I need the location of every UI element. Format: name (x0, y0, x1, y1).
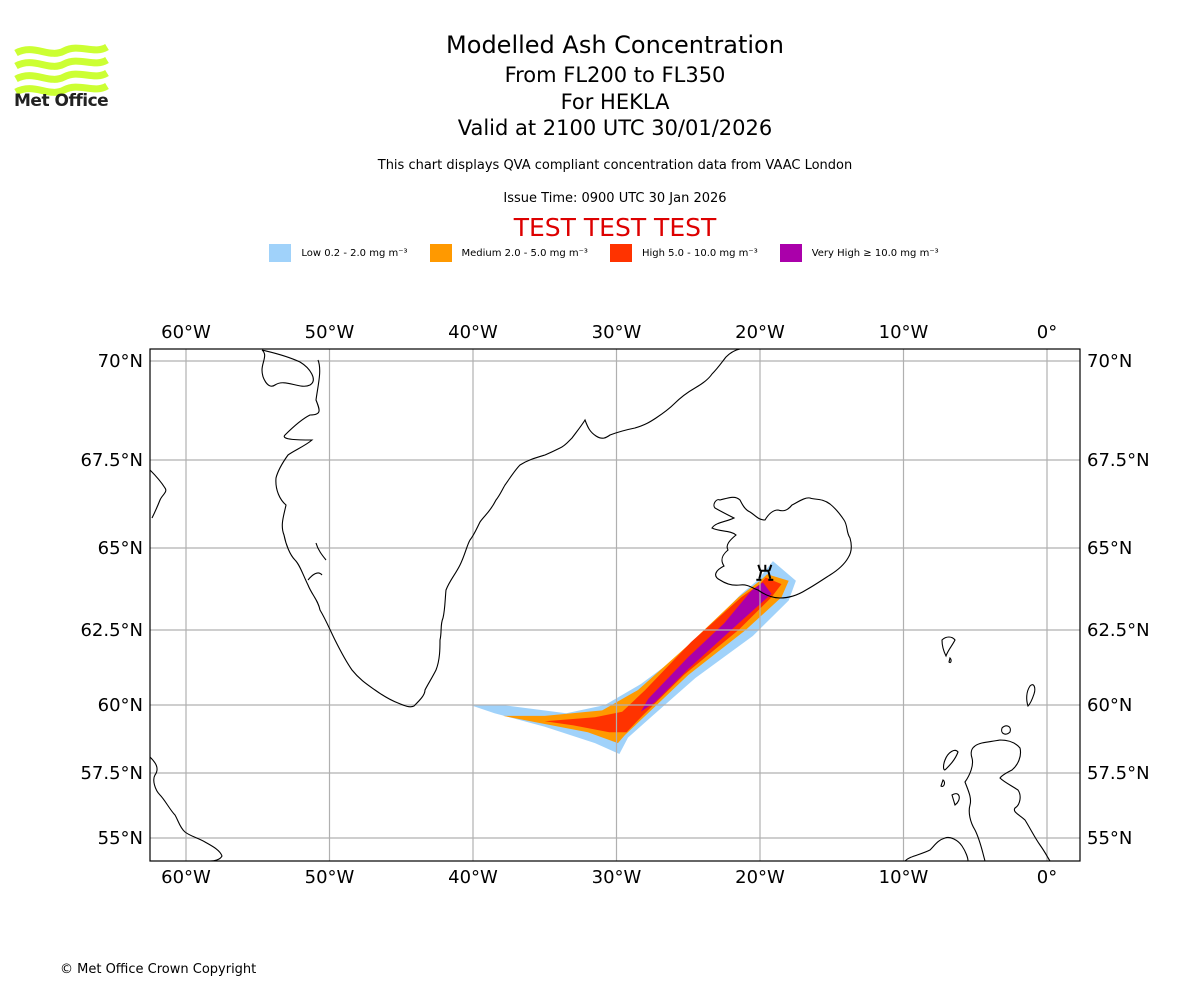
lat-tick-label-right: 67.5°N (1087, 450, 1150, 471)
legend: Low 0.2 - 2.0 mg m⁻³ Medium 2.0 - 5.0 mg… (0, 244, 1200, 262)
lat-tick-label-right: 55°N (1087, 828, 1132, 849)
plot-frame (149, 348, 1081, 862)
volcano-icon-stroke (757, 564, 762, 572)
legend-label-high: High 5.0 - 10.0 mg m⁻³ (641, 247, 758, 259)
coastline-iceland (711, 496, 852, 599)
coastline-scotland (964, 739, 1051, 861)
subtitle: This chart displays QVA compliant concen… (377, 158, 853, 173)
lat-tick-label-left: 65°N (98, 538, 143, 559)
lat-tick-label-left: 57.5°N (80, 763, 143, 784)
lon-tick-label-top: 50°W (305, 322, 355, 343)
coastline-baffin (150, 469, 167, 519)
lat-tick-label-left: 55°N (98, 828, 143, 849)
legend-swatch-medium (429, 244, 452, 262)
test-banner: TEST TEST TEST (513, 213, 717, 242)
lon-tick-label-bottom: 60°W (161, 867, 211, 888)
plume-level-very-high (640, 582, 772, 712)
lat-tick-label-left: 62.5°N (80, 620, 143, 641)
issue-time: Issue Time: 0900 UTC 30 Jan 2026 (503, 191, 727, 206)
coastline-ireland (904, 836, 969, 861)
met-office-logo-icon (14, 43, 109, 96)
logo-wave (14, 43, 109, 57)
lon-tick-label-top: 30°W (592, 322, 642, 343)
coastline-orkney (1001, 725, 1011, 735)
logo-wave (14, 82, 109, 96)
legend-item-medium: Medium 2.0 - 5.0 mg m⁻³ (429, 244, 588, 262)
lat-tick-label-right: 60°N (1087, 695, 1132, 716)
legend-swatch-low (269, 244, 292, 262)
coastline-faroes (941, 636, 956, 664)
legend-label-very-high: Very High ≥ 10.0 mg m⁻³ (811, 247, 939, 259)
ash-plume (470, 561, 796, 754)
legend-item-high: High 5.0 - 10.0 mg m⁻³ (609, 244, 758, 262)
lon-tick-label-top: 0° (1037, 322, 1057, 343)
coastline-greenland (261, 349, 741, 708)
coastline-greenland-fjord (307, 542, 327, 581)
plume-level-high (544, 577, 782, 733)
axis-tick-labels: 60°W 60°W 50°W 50°W 40°W 40°W 30°W 30°W 20°W 20°W… (80, 322, 1149, 888)
legend-item-low: Low 0.2 - 2.0 mg m⁻³ (269, 244, 408, 262)
lat-tick-label-right: 62.5°N (1087, 620, 1150, 641)
lon-tick-label-bottom: 50°W (305, 867, 355, 888)
lon-tick-label-top: 40°W (448, 322, 498, 343)
lon-tick-label-bottom: 0° (1037, 867, 1057, 888)
lon-tick-label-top: 60°W (161, 322, 211, 343)
coastline-labrador (150, 756, 223, 861)
lon-tick-label-bottom: 30°W (592, 867, 642, 888)
legend-swatch-very-high (779, 244, 802, 262)
legend-swatch-high (609, 244, 632, 262)
lon-tick-label-bottom: 20°W (735, 867, 785, 888)
volcano-icon-stroke (768, 564, 773, 572)
volcano-name: For HEKLA (560, 90, 670, 114)
lon-tick-label-top: 20°W (735, 322, 785, 343)
flight-level-range: From FL200 to FL350 (504, 63, 726, 87)
legend-item-very-high: Very High ≥ 10.0 mg m⁻³ (779, 244, 939, 262)
logo-wave (14, 69, 109, 83)
lon-tick-label-top: 10°W (879, 322, 929, 343)
valid-time: Valid at 2100 UTC 30/01/2026 (457, 116, 773, 140)
lat-tick-label-right: 57.5°N (1087, 763, 1150, 784)
legend-label-low: Low 0.2 - 2.0 mg m⁻³ (301, 247, 408, 259)
chart-title: Modelled Ash Concentration (446, 31, 784, 59)
lon-tick-label-bottom: 10°W (879, 867, 929, 888)
lat-tick-label-right: 65°N (1087, 538, 1132, 559)
gridlines (150, 349, 1080, 861)
lat-tick-label-right: 70°N (1087, 351, 1132, 372)
met-office-logo-text: Met Office (14, 91, 109, 111)
copyright-notice: © Met Office Crown Copyright (60, 962, 257, 977)
volcano-icon (756, 564, 774, 581)
legend-label-medium: Medium 2.0 - 5.0 mg m⁻³ (461, 247, 588, 259)
coastlines (150, 349, 1051, 861)
lat-tick-label-left: 67.5°N (80, 450, 143, 471)
lat-tick-label-left: 70°N (98, 351, 143, 372)
coastline-hebrides (940, 749, 960, 806)
coastline-shetland (1026, 684, 1036, 708)
lon-tick-label-bottom: 40°W (448, 867, 498, 888)
lat-tick-label-left: 60°N (98, 695, 143, 716)
logo-wave (14, 56, 109, 70)
